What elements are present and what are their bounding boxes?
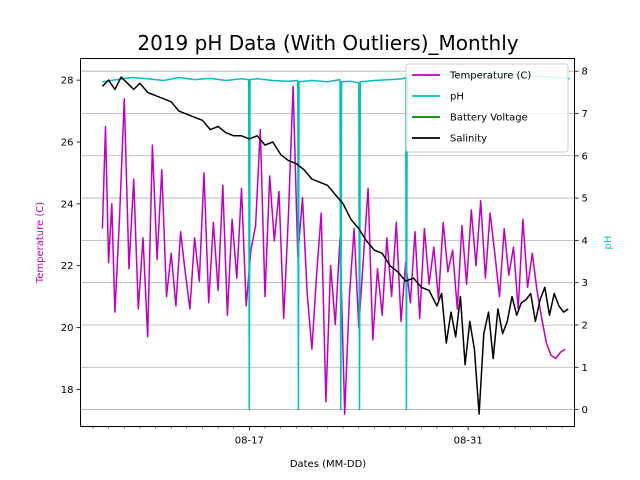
- y-right-tick-label: 6: [582, 151, 588, 162]
- legend-label-ph: pH: [450, 92, 464, 103]
- y-right-tick-label: 4: [582, 236, 588, 247]
- y-left-tick-label: 24: [61, 199, 74, 210]
- x-tick-label: 08-17: [235, 436, 264, 447]
- legend-label-salinity: Salinity: [450, 134, 487, 145]
- y-right-tick-label: 3: [582, 278, 588, 289]
- y-right-tick-label: 2: [582, 320, 588, 331]
- series-line-temperature-c: [101, 85, 566, 415]
- y-left-tick-label: 20: [61, 323, 74, 334]
- y-axis-right: 0 1 2 3 4 5 6 7 8: [574, 67, 588, 416]
- y-right-tick-label: 8: [582, 67, 588, 78]
- y-right-tick-label: 5: [582, 194, 588, 205]
- legend-label-temperature-c: Temperature (C): [449, 71, 531, 82]
- y-left-tick-label: 18: [61, 385, 74, 396]
- y-right-tick-label: 1: [582, 363, 588, 374]
- y-axis-left-label: Temperature (C): [35, 202, 46, 284]
- legend-label-battery-voltage: Battery Voltage: [450, 113, 528, 124]
- y-axis-left: 18 20 22 24 26 28: [61, 76, 81, 396]
- y-right-tick-label: 0: [582, 405, 588, 416]
- x-tick-label: 08-31: [454, 436, 483, 447]
- y-left-tick-label: 26: [61, 137, 74, 148]
- series-line-salinity: [101, 76, 569, 415]
- legend-box: [405, 63, 569, 153]
- legend: Temperature (C) pH Battery Voltage Salinity: [405, 63, 569, 153]
- x-axis: 08-17 08-31: [92, 426, 563, 447]
- y-axis-right-label: pH: [603, 236, 614, 250]
- y-left-tick-label: 28: [61, 76, 74, 87]
- y-left-tick-label: 22: [61, 261, 74, 272]
- x-axis-label: Dates (MM-DD): [290, 459, 366, 470]
- chart-title: 2019 pH Data (With Outliers)_Monthly: [137, 31, 518, 55]
- y-right-tick-label: 7: [582, 109, 588, 120]
